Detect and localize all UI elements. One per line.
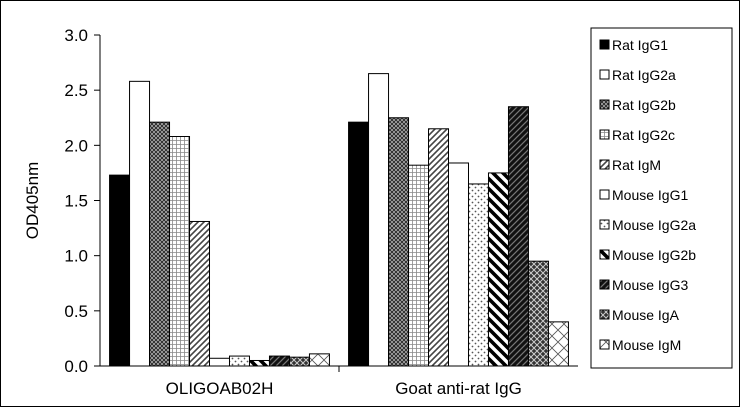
bar — [527, 260, 549, 367]
legend-label: Mouse IgG2a — [612, 217, 696, 233]
y-tick-label: 2.5 — [64, 81, 88, 100]
y-tick-label: 0.5 — [64, 302, 88, 321]
bar — [189, 220, 211, 367]
legend-swatch — [599, 159, 610, 170]
legend-swatch — [599, 129, 610, 140]
legend-swatch — [599, 279, 610, 290]
y-tick-label: 3.0 — [64, 26, 88, 45]
bar — [388, 117, 410, 367]
y-axis-title: OD405nm — [23, 162, 42, 239]
bar — [109, 174, 131, 367]
y-tick-label: 2.0 — [64, 136, 88, 155]
bar — [448, 162, 469, 367]
legend-label: Rat IgG2c — [612, 127, 675, 143]
x-category-label: OLIGOAB02H — [166, 379, 274, 398]
bars — [109, 73, 569, 367]
legend-box — [590, 27, 733, 369]
bar — [467, 183, 489, 367]
legend-label: Rat IgG2a — [612, 67, 676, 83]
legend-swatch — [599, 39, 610, 50]
x-axis: OLIGOAB02H Goat anti-rat IgG — [100, 365, 578, 398]
bar — [129, 80, 151, 367]
legend-label: Mouse IgG1 — [612, 187, 688, 203]
bar — [428, 128, 450, 367]
bar — [507, 106, 529, 367]
legend-label: Mouse IgG3 — [612, 277, 688, 293]
legend-label: Rat IgG1 — [612, 37, 668, 53]
legend-label: Rat IgM — [612, 157, 661, 173]
legend: Rat IgG1 Rat IgG2a Rat IgG2b Rat IgG2c Rat I… — [590, 27, 733, 369]
bar — [248, 359, 270, 367]
bar — [408, 164, 430, 367]
legend-swatch — [599, 309, 610, 320]
legend-swatch — [599, 249, 610, 260]
bar — [169, 136, 191, 367]
bar — [268, 355, 290, 367]
bar — [149, 121, 171, 367]
x-category-label: Goat anti-rat IgG — [395, 379, 522, 398]
legend-label: Mouse IgM — [612, 337, 681, 353]
bar — [368, 73, 390, 367]
bar — [288, 356, 310, 367]
legend-label: Mouse IgA — [612, 307, 680, 323]
legend-swatch — [599, 219, 610, 230]
legend-swatch — [599, 189, 610, 200]
bar — [209, 357, 230, 367]
y-axis: 0.0 0.5 1.0 1.5 2.0 2.5 3.0 OD405nm — [23, 26, 101, 376]
bar — [308, 353, 330, 367]
y-tick-label: 0.0 — [64, 357, 88, 376]
legend-label: Mouse IgG2b — [612, 247, 696, 263]
legend-swatch — [599, 99, 610, 110]
bar — [547, 321, 569, 367]
bar — [348, 121, 370, 367]
bar — [228, 355, 250, 367]
legend-swatch — [599, 69, 610, 80]
legend-swatch — [599, 339, 610, 350]
legend-label: Rat IgG2b — [612, 97, 676, 113]
bar — [487, 172, 509, 367]
y-tick-label: 1.0 — [64, 247, 88, 266]
y-tick-label: 1.5 — [64, 192, 88, 211]
